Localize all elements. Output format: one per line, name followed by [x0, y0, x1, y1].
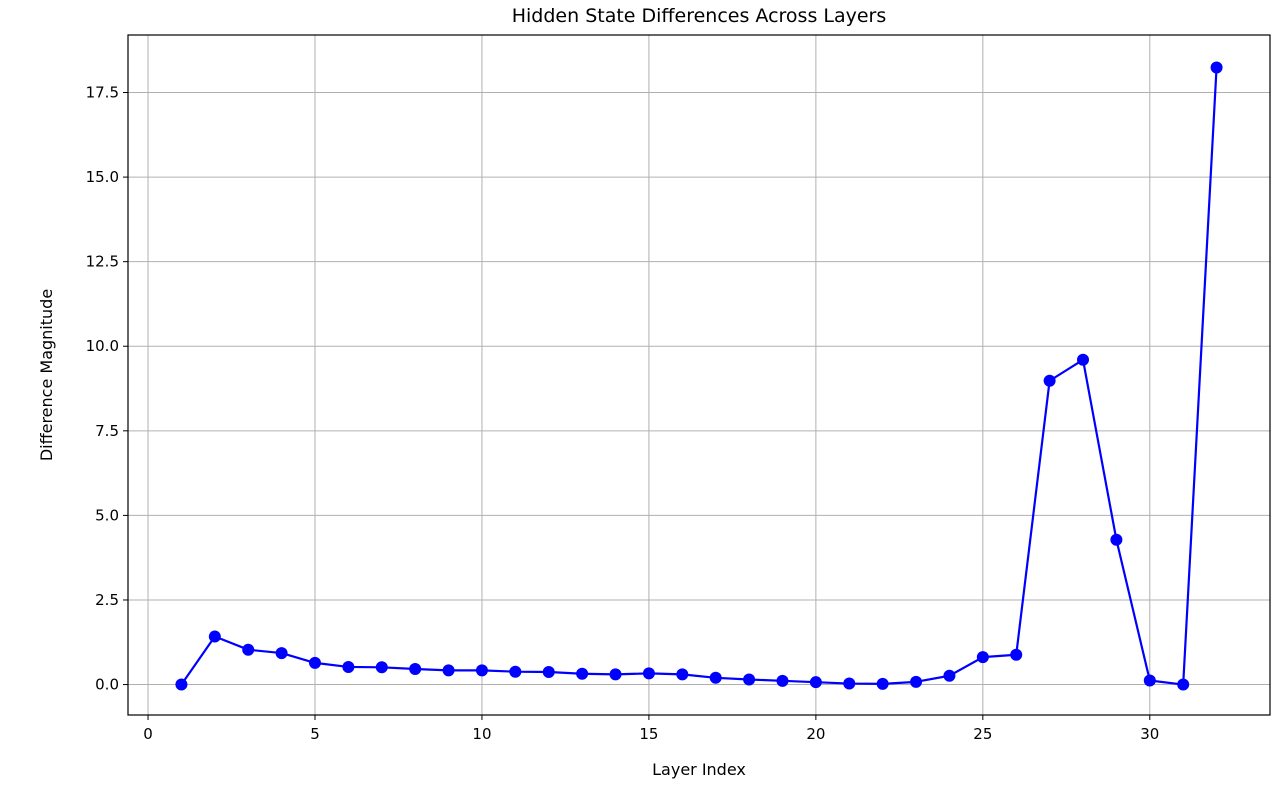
data-point: [175, 678, 188, 691]
y-tick-label: 7.5: [95, 422, 119, 440]
plot-frame: [127, 34, 1271, 716]
x-tick-label: 25: [973, 725, 992, 743]
x-tick-label: 0: [143, 725, 153, 743]
data-point: [776, 674, 789, 687]
y-tick-label: 5.0: [95, 506, 119, 524]
x-axis-label: Layer Index: [652, 760, 746, 779]
data-point: [275, 647, 288, 660]
x-tick-label: 15: [639, 725, 658, 743]
data-point: [609, 668, 622, 681]
chart-title: Hidden State Differences Across Layers: [512, 5, 887, 27]
y-tick-label: 15.0: [86, 168, 119, 186]
x-tick-label: 10: [472, 725, 491, 743]
data-point: [1177, 678, 1190, 691]
data-point: [475, 664, 488, 677]
data-point: [843, 677, 856, 690]
data-point: [342, 660, 355, 673]
y-tick-label: 2.5: [95, 591, 119, 609]
y-tick-label: 12.5: [86, 253, 119, 271]
data-point: [809, 676, 822, 689]
data-point: [709, 671, 722, 684]
data-point: [1077, 353, 1090, 366]
data-point: [676, 668, 689, 681]
data-point: [576, 667, 589, 680]
data-point: [208, 630, 221, 643]
data-point: [1110, 533, 1123, 546]
x-tick-label: 20: [806, 725, 825, 743]
series-line: [180, 67, 1218, 686]
x-tick-label: 30: [1140, 725, 1159, 743]
data-point: [442, 664, 455, 677]
data-point: [976, 651, 989, 664]
data-point: [242, 643, 255, 656]
data-point: [542, 666, 555, 679]
x-tick-label: 5: [310, 725, 320, 743]
data-point: [1010, 648, 1023, 661]
data-point: [910, 675, 923, 688]
data-point: [1210, 61, 1223, 74]
grid: [128, 35, 1270, 715]
y-tick-label: 17.5: [86, 84, 119, 102]
data-point: [308, 656, 321, 669]
y-axis-label: Difference Magnitude: [37, 289, 56, 461]
data-point: [743, 673, 756, 686]
data-point: [409, 662, 422, 675]
y-tick-label: 0.0: [95, 676, 119, 694]
data-point: [1143, 674, 1156, 687]
data-point: [876, 677, 889, 690]
data-point: [642, 667, 655, 680]
axis-ticks: 0 5 10 15 20 25 30 0.0 2.5 5.0 7.5 10.0 12.5 15.0 17.5: [86, 84, 1160, 743]
data-point: [375, 661, 388, 674]
data-point: [943, 669, 956, 682]
data-point: [509, 665, 522, 678]
y-tick-label: 10.0: [86, 337, 119, 355]
data-point: [1043, 374, 1056, 387]
series: [175, 61, 1223, 691]
